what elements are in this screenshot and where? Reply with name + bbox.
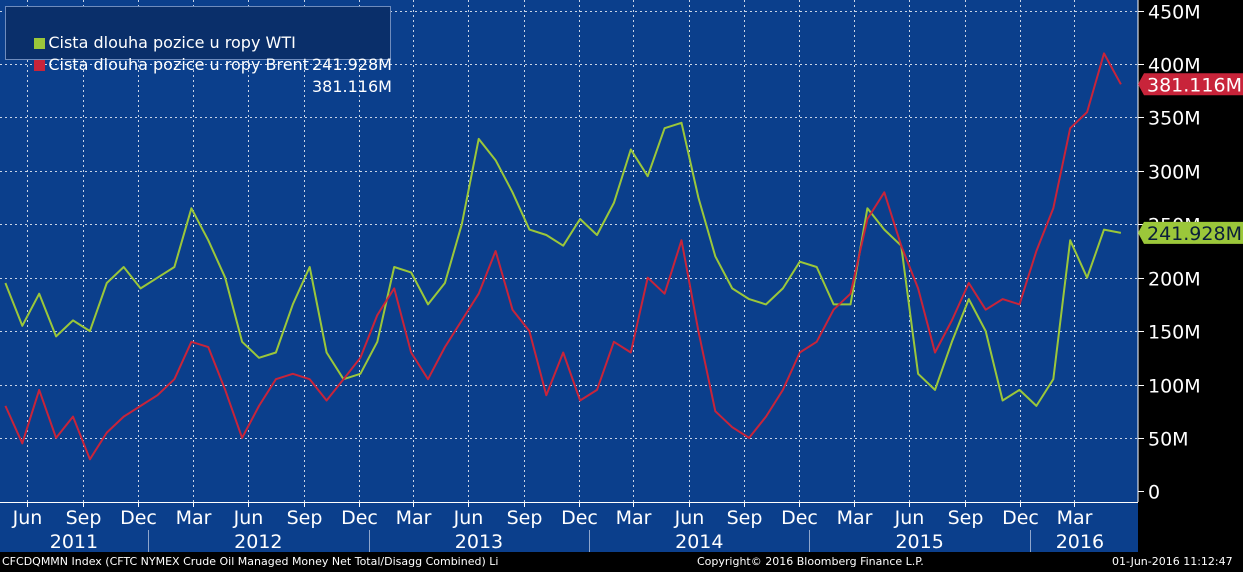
y-tick-label: 150M [1148, 322, 1201, 344]
legend-label-wti: Cista dlouha pozice u ropy WTI [48, 33, 296, 52]
last-value-label: 381.116M [1147, 74, 1242, 96]
x-year-label: 2013 [455, 531, 503, 553]
x-month-label: Jun [233, 507, 264, 529]
x-month-label: Jun [674, 507, 705, 529]
x-month-label: Mar [396, 507, 432, 529]
x-year-label: 2016 [1056, 531, 1104, 553]
y-axis-ticks: 050M100M150M200M250M300M350M400M450M [1137, 0, 1201, 504]
footer-ticker: CFCDQMMN Index (CFTC NYMEX Crude Oil Man… [2, 555, 499, 568]
footer-copyright: Copyright© 2016 Bloomberg Finance L.P. [697, 555, 924, 568]
x-axis-band [0, 502, 1138, 552]
y-tick-label: 200M [1148, 269, 1201, 291]
x-month-label: Dec [1002, 507, 1039, 529]
x-month-label: Mar [1057, 507, 1093, 529]
x-month-label: Sep [507, 507, 543, 529]
legend-item-brent: Cista dlouha pozice u ropy Brent 381.116… [14, 32, 392, 96]
x-month-label: Sep [727, 507, 763, 529]
y-tick-label: 400M [1148, 55, 1201, 77]
x-month-label: Mar [837, 507, 873, 529]
last-value-tag [1138, 221, 1243, 244]
x-month-label: Dec [341, 507, 378, 529]
x-month-label: Sep [287, 507, 323, 529]
x-month-label: Dec [561, 507, 598, 529]
x-year-label: 2012 [234, 531, 282, 553]
series-line-brent [4, 52, 1122, 461]
series-line-wti [4, 121, 1122, 407]
chart-legend: Cista dlouha pozice u ropy WTI 241.928M … [5, 6, 392, 96]
x-month-label: Sep [66, 507, 102, 529]
y-tick-label: 50M [1148, 429, 1189, 451]
x-month-label: Jun [453, 507, 484, 529]
last-value-tags: 241.928M 381.116M [1138, 73, 1243, 245]
last-value-tag [1138, 73, 1243, 96]
x-month-label: Sep [948, 507, 984, 529]
legend-swatch-brent [34, 60, 46, 71]
x-month-label: Mar [616, 507, 652, 529]
series-lines [4, 52, 1122, 461]
footer-timestamp: 01-Jun-2016 11:12:47 [1112, 555, 1233, 568]
y-tick-label: 100M [1148, 376, 1201, 398]
plot-area [0, 0, 1138, 502]
grid-lines [0, 0, 1138, 502]
legend-value-brent: 381.116M [312, 77, 392, 96]
y-tick-label: 300M [1148, 162, 1201, 184]
legend-swatch-wti [34, 38, 46, 49]
x-month-label: Mar [176, 507, 212, 529]
x-month-label: Jun [12, 507, 43, 529]
y-tick-label: 350M [1148, 108, 1201, 130]
x-year-label: 2014 [675, 531, 723, 553]
x-axis-ticks: Jun Sep Dec Mar Jun Sep Dec Mar Jun Sep Dec Mar Jun S… [0, 502, 1138, 553]
legend-value-wti: 241.928M [312, 55, 392, 74]
y-tick-label: 0 [1148, 482, 1160, 504]
last-value-label: 241.928M [1147, 223, 1242, 245]
legend-item-wti: Cista dlouha pozice u ropy WTI 241.928M [14, 10, 392, 74]
x-year-label: 2011 [50, 531, 98, 553]
x-month-label: Jun [894, 507, 925, 529]
legend-label-brent: Cista dlouha pozice u ropy Brent [48, 55, 309, 74]
y-tick-label: 450M [1148, 2, 1201, 24]
x-month-label: Dec [120, 507, 157, 529]
x-month-label: Dec [781, 507, 818, 529]
x-year-label: 2015 [895, 531, 943, 553]
